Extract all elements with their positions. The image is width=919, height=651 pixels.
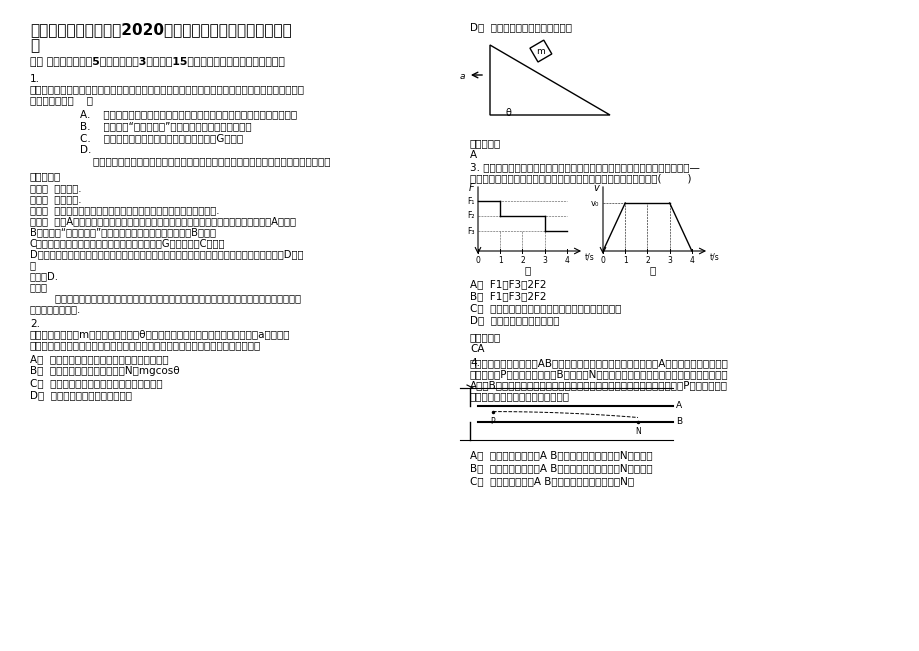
Text: 1: 1 [622,256,627,265]
Text: 甲: 甲 [525,265,530,275]
Text: 考点：  物理学史.: 考点： 物理学史. [30,183,82,193]
Text: 专题：  常规题型.: 专题： 常规题型. [30,194,82,204]
Text: F₂: F₂ [467,212,474,221]
Text: N: N [634,427,641,436]
Text: D．  物体所受的摩擦力一定做负功: D． 物体所受的摩擦力一定做负功 [30,390,131,400]
Text: 参考答案：: 参考答案： [470,332,501,342]
Text: F₁: F₁ [467,197,474,206]
Text: C．  若电键断开，当A B间距减小时，小球仍打在N点: C． 若电键断开，当A B间距减小时，小球仍打在N点 [470,476,633,486]
Text: A.    开普勒认为只有在一定的条件下，弹簧的弹力才与弹簧的形变量成正比: A. 开普勒认为只有在一定的条件下，弹簧的弹力才与弹簧的形变量成正比 [80,109,297,119]
Text: 牛顿认为在足够高的高山上以足够大的水平速度抛出一物体，物体就不会再落在地球上: 牛顿认为在足够高的高山上以足够大的水平速度抛出一物体，物体就不会再落在地球上 [80,156,330,166]
Text: 0: 0 [600,256,605,265]
Text: 4: 4 [688,256,694,265]
Text: 4.: 4. [470,358,480,368]
Text: t/s: t/s [584,252,594,261]
Text: 故选：D.: 故选：D. [30,271,59,281]
Text: C．  全过程中拉力做的功等于物块克服摩擦力做的功: C． 全过程中拉力做的功等于物块克服摩擦力做的功 [470,303,620,313]
Text: 参考答案：: 参考答案： [30,171,62,181]
Text: 平初速度射入，则下列说法正确的是: 平初速度射入，则下列说法正确的是 [470,391,570,401]
Text: A．  若电键仍闭合，当A B间距减小时，小球打在N点的左侧: A． 若电键仍闭合，当A B间距减小时，小球打在N点的左侧 [470,450,652,460]
Text: A: A [675,402,681,411]
Text: 如图所示，平行板电容器AB两极板水平放置，与电源相连接，已知A和电源正极相连，一带: 如图所示，平行板电容器AB两极板水平放置，与电源相连接，已知A和电源正极相连，一… [470,358,728,368]
Text: D.: D. [80,145,91,155]
Text: 四川省泸州市城关中学2020年高三物理上学期期末试卷含解: 四川省泸州市城关中学2020年高三物理上学期期末试卷含解 [30,22,291,37]
Text: C、卡文迪许利用实验较为准确地测出了引力常量G的数值，故C错误；: C、卡文迪许利用实验较为准确地测出了引力常量G的数值，故C错误； [30,238,225,248]
Text: 解答：  解：A、胡克认为只有在一定的条件下，弹簧的弹力才与弹簧的形变量成正比，故A错误；: 解答： 解：A、胡克认为只有在一定的条件下，弹簧的弹力才与弹簧的形变量成正比，故… [30,216,296,226]
Text: 理学史实的是（    ）: 理学史实的是（ ） [30,95,93,105]
Text: B、牛顿用“月－地检验”证实了万有引力定律的正确性，故B错误；: B、牛顿用“月－地检验”证实了万有引力定律的正确性，故B错误； [30,227,216,237]
Text: 2: 2 [644,256,649,265]
Text: 2.: 2. [30,319,40,329]
Text: 1.: 1. [30,74,40,84]
Text: 向向左做匀加速直线运动，运动中物体与斜面保持相对静止，则下列说法中正确的是: 向向左做匀加速直线运动，运动中物体与斜面保持相对静止，则下列说法中正确的是 [30,340,261,350]
Text: D．  物体所受的摩擦力一定做负功: D． 物体所受的摩擦力一定做负功 [470,22,572,32]
Text: D、牛顿认为在足够高的高山上以足够大的水平速度抛出一物体，物体就不会再落在地球上，故D正确: D、牛顿认为在足够高的高山上以足够大的水平速度抛出一物体，物体就不会再落在地球上… [30,249,303,259]
Text: m: m [536,47,545,55]
Text: F: F [468,183,473,193]
Text: 3. 静止在水平面上的物块在如图甲所示的水平拉力作用下做直线运动，其速度—: 3. 静止在水平面上的物块在如图甲所示的水平拉力作用下做直线运动，其速度— [470,162,699,172]
Text: B．  若电键仍闭合，当A B间距增大时，小球打在N点的左侧: B． 若电键仍闭合，当A B间距增大时，小球打在N点的左侧 [470,463,652,473]
Text: 正电小球由P点水平射入，打在B极板上的N点，小球的重力不能忽略，现通过上下平行移动: 正电小球由P点水平射入，打在B极板上的N点，小球的重力不能忽略，现通过上下平行移… [470,369,728,379]
Text: 本题考查物理学史，是常识性问题，对于物理学上重大发现、发明、著名理论要加强记忆，这: 本题考查物理学史，是常识性问题，对于物理学上重大发现、发明、著名理论要加强记忆，… [30,293,301,303]
Text: B．  F1＋F3＞2F2: B． F1＋F3＞2F2 [470,291,546,301]
Text: 乙: 乙 [649,265,655,275]
Text: B．  物体受到斜面施加的支持力N＝mgcosθ: B． 物体受到斜面施加的支持力N＝mgcosθ [30,366,179,376]
Text: v: v [593,183,598,193]
Text: a: a [459,72,464,81]
Text: A．  在运动过程中物体所受支持力对物体做正功: A． 在运动过程中物体所受支持力对物体做正功 [30,354,168,364]
Text: 2: 2 [519,256,524,265]
Text: F₃: F₃ [467,227,474,236]
Text: CA: CA [470,344,484,354]
Text: 0: 0 [475,256,480,265]
Text: t/s: t/s [709,252,719,261]
Text: P: P [490,417,494,426]
Text: 3: 3 [541,256,547,265]
Text: 分析：  根据物理学史和常识解答，记住著名物理学家的主要贡献即可.: 分析： 根据物理学史和常识解答，记住著名物理学家的主要贡献即可. [30,205,220,215]
Text: A．  F1＋F3＝2F2: A． F1＋F3＝2F2 [470,279,546,289]
Text: A: A [470,150,477,160]
Text: 一、 选择题：本题共5小题，每小题3分，共计15分，每小题只有一个选项符合题意: 一、 选择题：本题共5小题，每小题3分，共计15分，每小题只有一个选项符合题意 [30,56,285,66]
Text: 1: 1 [497,256,502,265]
Text: 点评：: 点评： [30,282,48,292]
Text: （单选）在物理学的发展过程中，许多物理学家的科学发现推动了人类历史的进步，下列表述符合物: （单选）在物理学的发展过程中，许多物理学家的科学发现推动了人类历史的进步，下列表… [30,84,305,94]
Text: 参考答案：: 参考答案： [470,138,501,148]
Text: C．  在运动过程中物体所受重力对物体做负功: C． 在运动过程中物体所受重力对物体做负功 [30,378,163,388]
Text: 4: 4 [564,256,569,265]
Text: 析: 析 [30,38,40,53]
Text: B: B [675,417,681,426]
Text: C.    库仑利用实验较为准确地测出了引力常量G的数值: C. 库仑利用实验较为准确地测出了引力常量G的数值 [80,133,243,143]
Text: v₀: v₀ [590,199,598,208]
Text: A板，B板不动，来改变两极板间距（未碰到小球）后，现仍使带正电小球由P点以相同的水: A板，B板不动，来改变两极板间距（未碰到小球）后，现仍使带正电小球由P点以相同的… [470,380,727,390]
Text: 3: 3 [666,256,672,265]
Text: 也是考试内容之一.: 也是考试内容之一. [30,304,81,314]
Text: D．  全过程拉力做的功等于零: D． 全过程拉力做的功等于零 [470,315,559,325]
Text: θ: θ [505,108,510,118]
Text: 如图所示，质量为m的物体置于倾角为θ的斜面上，在外力作用下，斜面以加速度a沿水平方: 如图所示，质量为m的物体置于倾角为θ的斜面上，在外力作用下，斜面以加速度a沿水平… [30,329,290,339]
Text: B.    伽利略用“月－地检验”证实了万有引力定律的正确性: B. 伽利略用“月－地检验”证实了万有引力定律的正确性 [80,121,252,131]
Text: ；: ； [30,260,36,270]
Text: 时间图象如图乙所示，若物块与水平面间的动摩擦因数处处相同，则(        ): 时间图象如图乙所示，若物块与水平面间的动摩擦因数处处相同，则( ) [470,173,691,183]
